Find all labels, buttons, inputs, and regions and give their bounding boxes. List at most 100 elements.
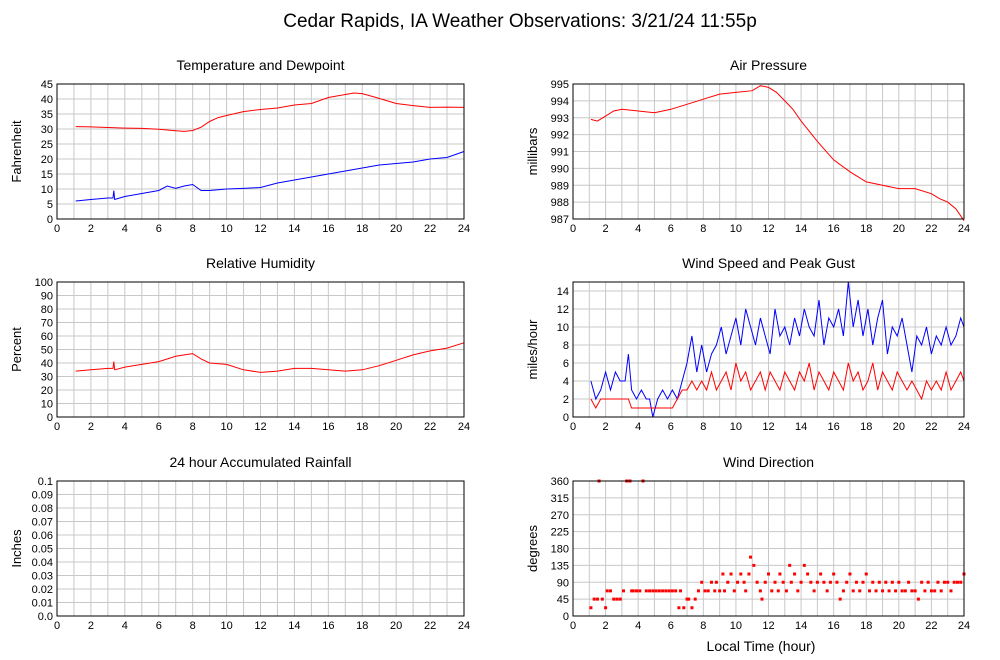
data-point: [674, 589, 678, 593]
data-point: [897, 580, 901, 584]
y-tick-label: 993: [551, 113, 569, 125]
x-tick-label: 12: [254, 620, 266, 632]
y-tick-label: 270: [551, 510, 569, 522]
x-axis-title: Local Time (hour): [707, 638, 816, 654]
y-tick-label: 35: [41, 109, 53, 121]
y-tick-label: 0.02: [32, 584, 53, 596]
data-point: [622, 589, 626, 593]
data-point: [729, 572, 733, 576]
data-point: [819, 572, 823, 576]
x-tick-label: 22: [424, 620, 436, 632]
x-tick-label: 6: [668, 421, 674, 433]
x-tick-label: 16: [828, 421, 840, 433]
y-tick-label: 0.01: [32, 598, 53, 610]
y-tick-label: 360: [551, 476, 569, 488]
data-point: [858, 589, 862, 593]
x-tick-label: 20: [893, 620, 905, 632]
x-tick-label: 12: [254, 421, 266, 433]
data-point: [667, 589, 671, 593]
x-tick-label: 0: [570, 421, 576, 433]
data-point: [923, 589, 927, 593]
x-tick-label: 22: [925, 223, 937, 235]
x-tick-label: 2: [88, 620, 94, 632]
x-tick-label: 24: [458, 223, 470, 235]
data-point: [812, 589, 816, 593]
x-tick-label: 24: [458, 421, 470, 433]
y-tick-label: 180: [551, 544, 569, 556]
data-point: [651, 589, 655, 593]
data-point: [661, 589, 665, 593]
y-tick-label: 90: [41, 291, 53, 303]
data-point: [608, 589, 612, 593]
data-point: [709, 580, 713, 584]
data-point: [600, 597, 604, 601]
data-point: [946, 580, 950, 584]
x-tick-label: 6: [156, 421, 162, 433]
data-point: [796, 589, 800, 593]
data-point: [916, 597, 920, 601]
page-title: Cedar Rapids, IA Weather Observations: 3…: [283, 11, 757, 32]
data-point: [861, 580, 865, 584]
data-point: [749, 555, 753, 559]
x-tick-label: 18: [356, 421, 368, 433]
data-point: [884, 580, 888, 584]
x-tick-label: 10: [730, 620, 742, 632]
y-tick-label: 0: [47, 214, 53, 226]
series-line-1: [590, 362, 965, 410]
chart-title: Air Pressure: [730, 57, 807, 73]
x-tick-label: 14: [288, 620, 300, 632]
y-tick-label: 0.07: [32, 517, 53, 529]
x-tick-label: 14: [795, 223, 807, 235]
x-tick-label: 12: [762, 223, 774, 235]
y-tick-label: 70: [41, 318, 53, 330]
data-point: [900, 589, 904, 593]
data-point: [784, 589, 788, 593]
data-point: [752, 563, 756, 567]
chart-title: Wind Speed and Peak Gust: [682, 255, 855, 271]
data-point: [644, 589, 648, 593]
data-point: [828, 580, 832, 584]
data-point: [690, 606, 694, 610]
y-tick-label: 0: [47, 412, 53, 424]
data-point: [809, 580, 813, 584]
data-point: [815, 580, 819, 584]
x-tick-label: 18: [860, 421, 872, 433]
x-tick-label: 10: [220, 620, 232, 632]
data-point: [670, 589, 674, 593]
y-tick-label: 0.04: [32, 557, 53, 569]
y-tick-label: 15: [41, 169, 53, 181]
y-tick-label: 6: [563, 358, 569, 370]
data-point: [713, 589, 717, 593]
y-tick-label: 0.05: [32, 544, 53, 556]
data-point: [693, 597, 697, 601]
data-point: [706, 589, 710, 593]
plot-frame: [572, 480, 965, 617]
data-point: [685, 597, 689, 601]
y-tick-label: 994: [551, 96, 569, 108]
y-tick-label: 0.08: [32, 503, 53, 515]
y-tick-label: 0.0: [38, 611, 53, 623]
data-point: [890, 580, 894, 584]
x-tick-label: 20: [390, 223, 402, 235]
data-point: [799, 580, 803, 584]
x-tick-label: 14: [288, 223, 300, 235]
data-point: [631, 589, 635, 593]
x-tick-label: 4: [122, 421, 128, 433]
x-tick-label: 8: [190, 223, 196, 235]
data-point: [806, 572, 810, 576]
data-point: [630, 589, 634, 593]
x-tick-label: 10: [730, 223, 742, 235]
x-tick-label: 2: [88, 223, 94, 235]
data-point: [887, 589, 891, 593]
data-point: [605, 589, 609, 593]
y-tick-label: 0.1: [38, 476, 53, 488]
y-tick-label: 8: [563, 340, 569, 352]
x-tick-label: 0: [54, 421, 60, 433]
data-point: [910, 589, 914, 593]
x-tick-label: 16: [322, 421, 334, 433]
data-point: [736, 580, 740, 584]
y-tick-label: 0: [563, 611, 569, 623]
data-point: [679, 589, 683, 593]
plot-frame: [572, 281, 965, 418]
